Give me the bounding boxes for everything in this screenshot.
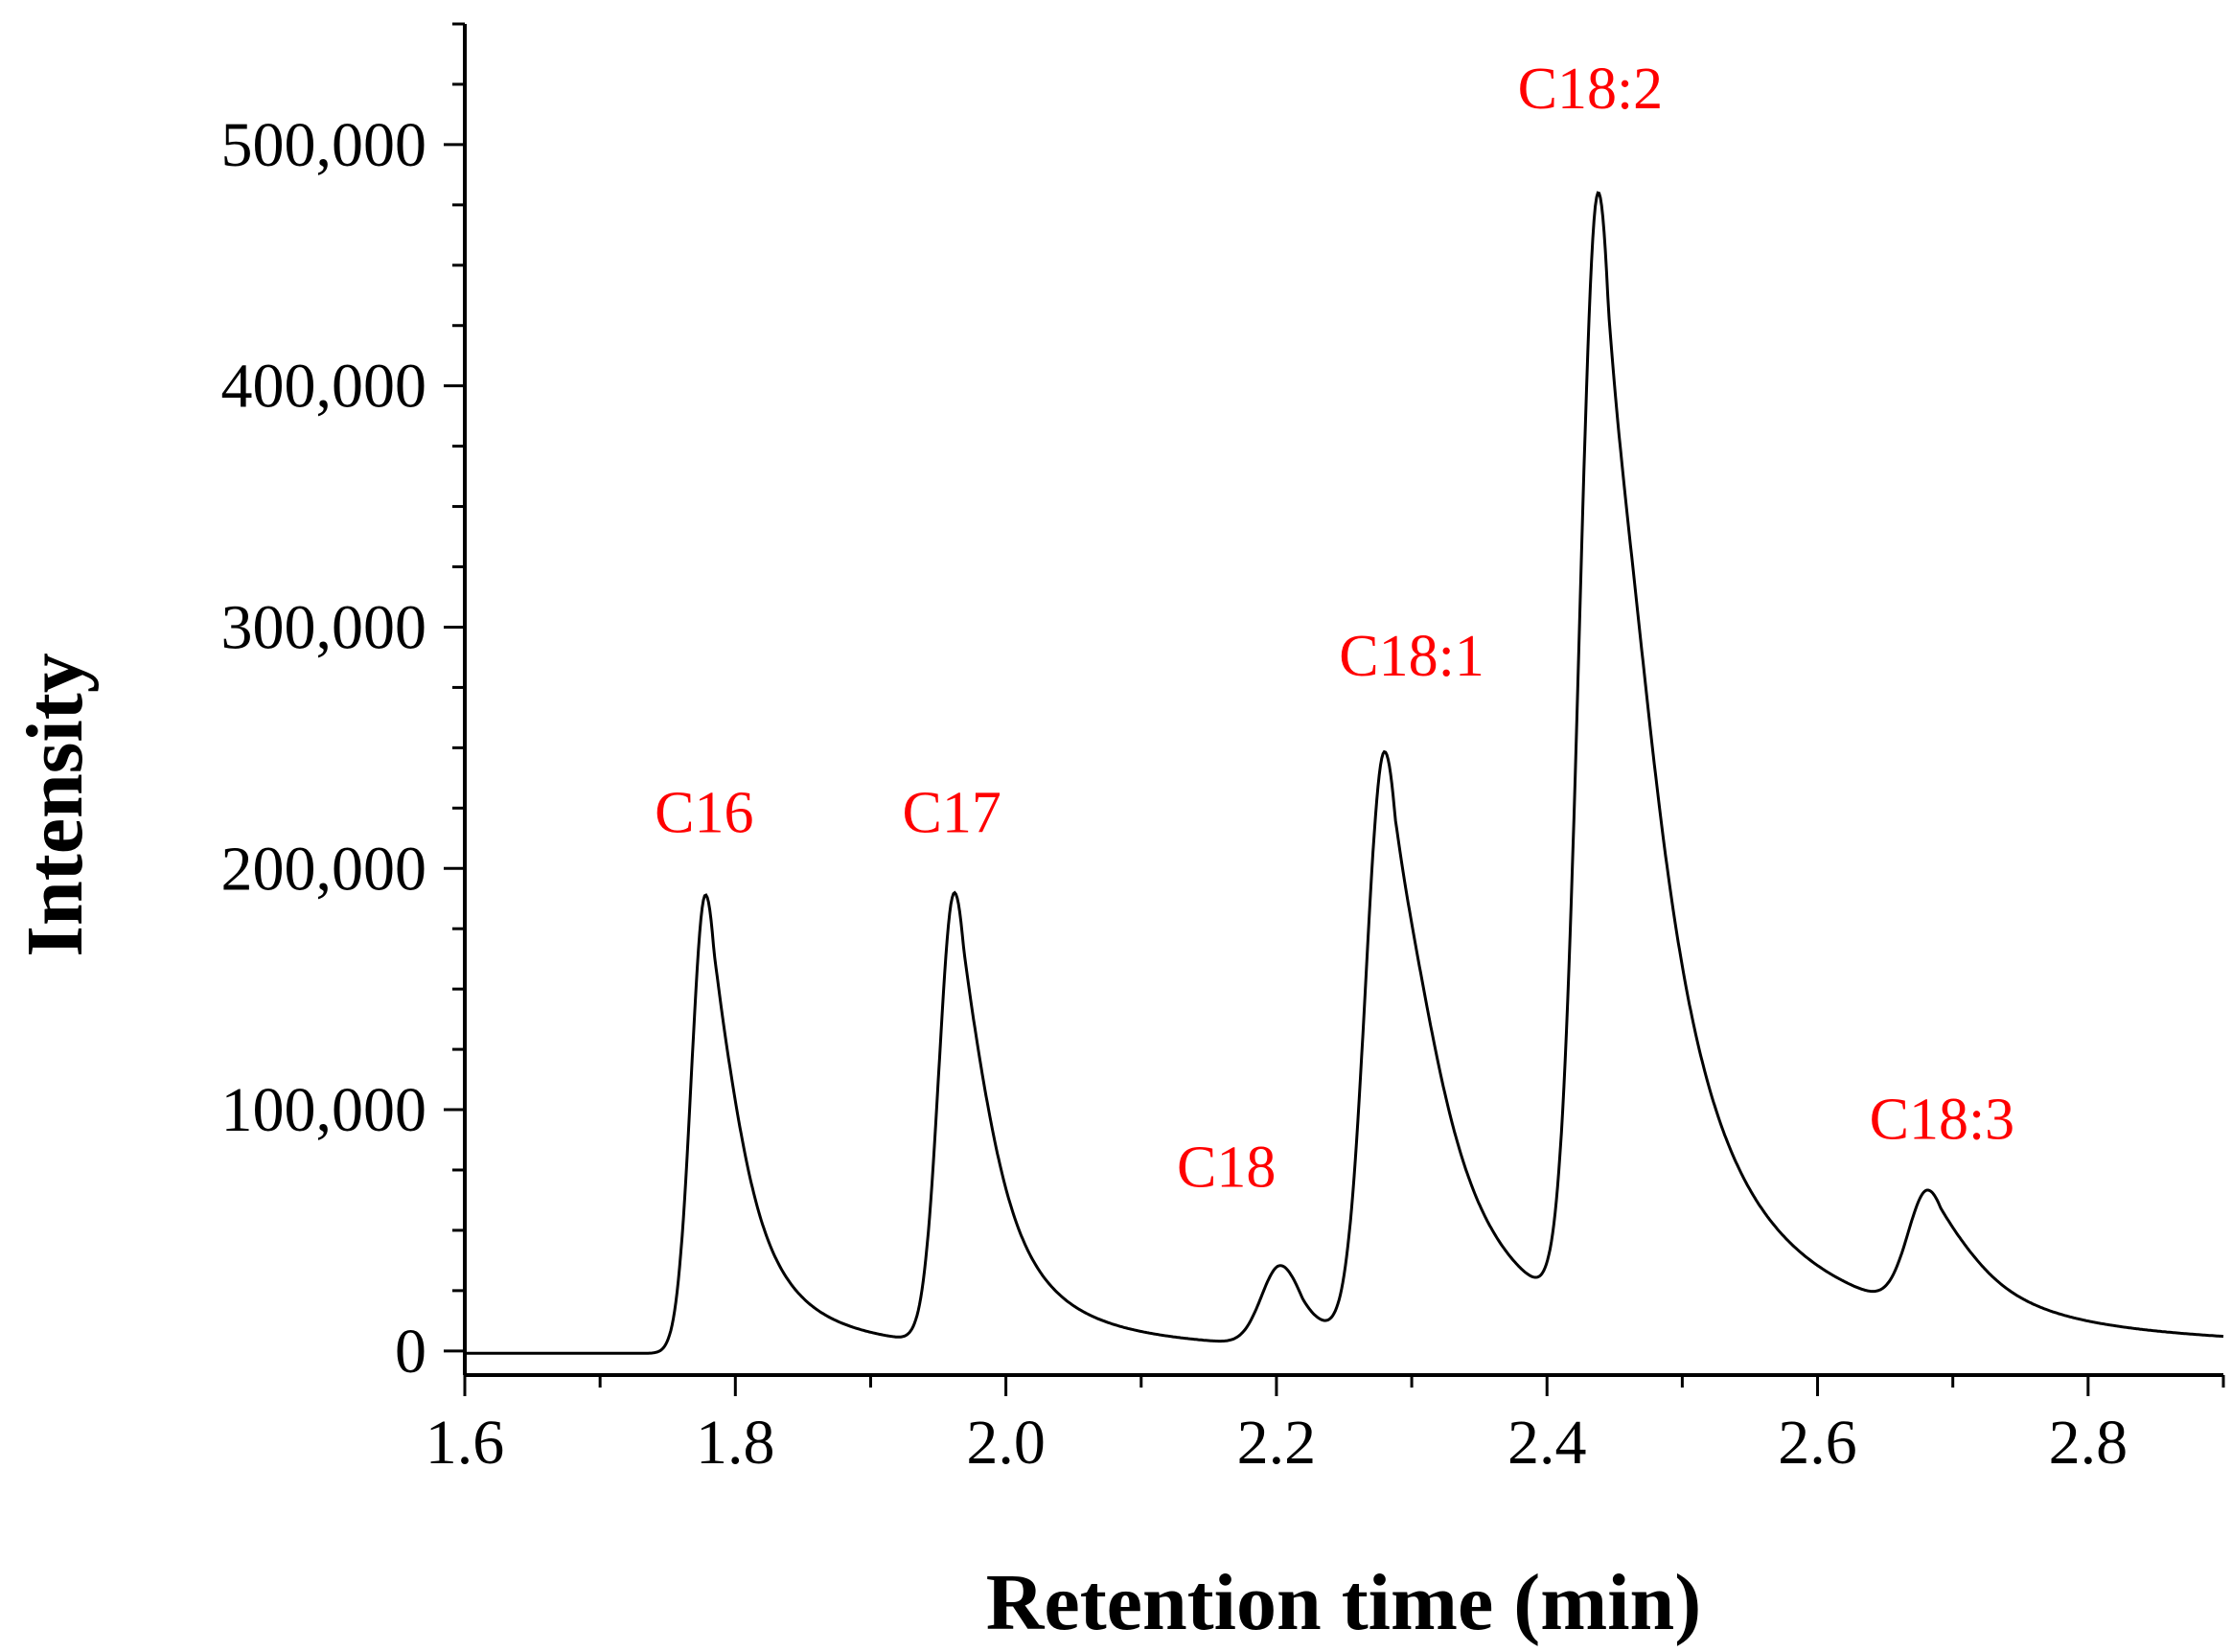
axes bbox=[463, 24, 2223, 1377]
y-tick-label: 300,000 bbox=[221, 592, 427, 662]
peak-label: C18:1 bbox=[1339, 624, 1484, 689]
chromatogram-trace bbox=[465, 191, 2224, 1355]
y-axis-title: Intensity bbox=[11, 653, 100, 956]
x-tick-label: 1.8 bbox=[696, 1408, 775, 1478]
peak-labels: C16 C17 C18 C18:1 C18:2 C18:3 bbox=[655, 57, 2014, 1200]
peak-label: C18:2 bbox=[1518, 57, 1664, 122]
y-tick-label: 100,000 bbox=[221, 1075, 427, 1145]
x-tick-label: 2.4 bbox=[1507, 1408, 1587, 1478]
peak-label: C17 bbox=[902, 780, 1001, 845]
x-tick-label: 2.0 bbox=[966, 1408, 1046, 1478]
y-tick-label: 400,000 bbox=[221, 352, 427, 422]
y-tick-label: 500,000 bbox=[221, 110, 427, 180]
peak-label: C18 bbox=[1177, 1136, 1276, 1201]
x-tick-label: 2.8 bbox=[2049, 1408, 2128, 1478]
y-tick-label: 200,000 bbox=[221, 834, 427, 904]
x-axis-title: Retention time (min) bbox=[986, 1558, 1701, 1647]
x-tick-label: 2.6 bbox=[1778, 1408, 1857, 1478]
x-tick-label: 2.2 bbox=[1237, 1408, 1317, 1478]
y-tick-label: 0 bbox=[395, 1317, 426, 1387]
peak-label: C16 bbox=[655, 780, 753, 845]
y-axis-ticks: 0 100,000 200,000 300,000 400,000 500,000 bbox=[221, 22, 465, 1387]
x-tick-label: 1.6 bbox=[426, 1408, 505, 1478]
peak-label: C18:3 bbox=[1870, 1087, 2015, 1152]
x-axis-ticks: 1.6 1.8 2.0 2.2 2.4 2.6 2.8 bbox=[426, 1375, 2225, 1478]
